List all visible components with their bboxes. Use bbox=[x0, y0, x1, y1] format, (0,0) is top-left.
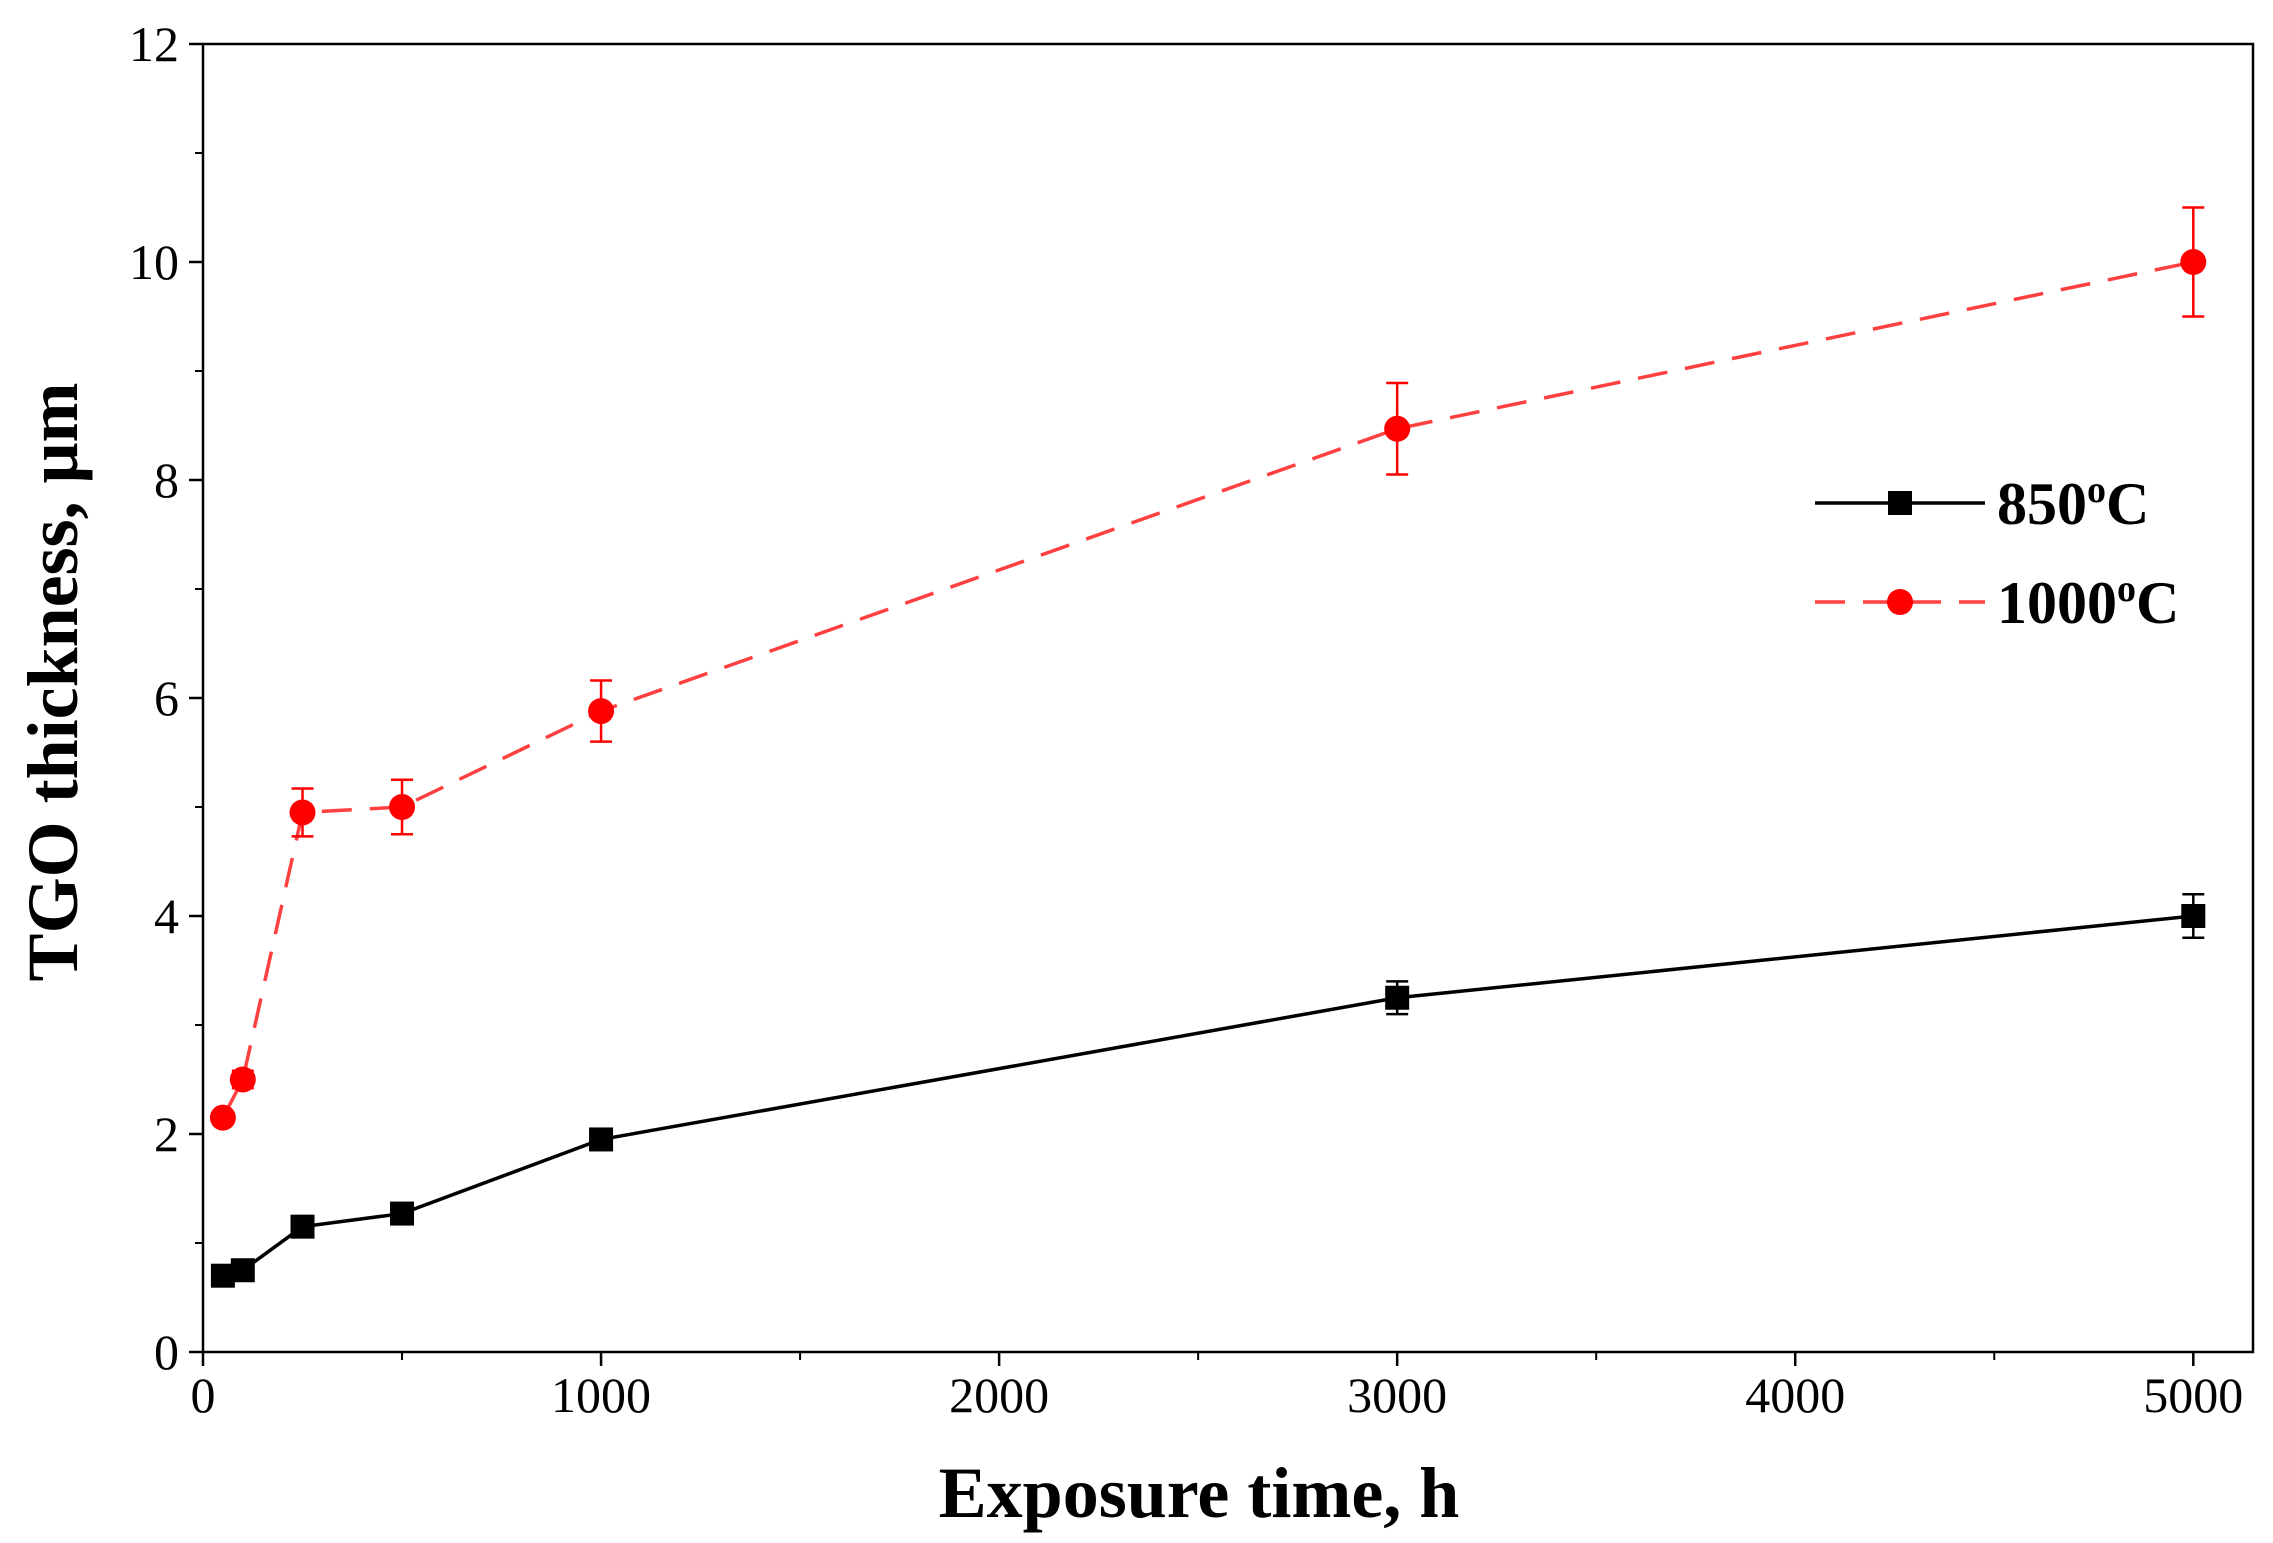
legend-marker bbox=[1887, 589, 1913, 615]
y-axis-title: TGO thickness, μm bbox=[13, 383, 93, 982]
data-point bbox=[2180, 249, 2207, 275]
y-tick-label: 6 bbox=[154, 670, 179, 726]
legend-label: 1000oC bbox=[1997, 568, 2179, 636]
series-1 bbox=[209, 206, 2207, 1131]
data-point bbox=[290, 1214, 315, 1239]
legend-item-1: 1000oC bbox=[1815, 568, 2179, 636]
x-tick-label: 3000 bbox=[1347, 1367, 1447, 1423]
data-point bbox=[1385, 985, 1410, 1010]
x-axis-title: Exposure time, h bbox=[939, 1453, 1460, 1533]
data-point bbox=[588, 698, 615, 725]
data-point bbox=[1384, 415, 1411, 442]
x-tick-label: 4000 bbox=[1745, 1367, 1845, 1423]
y-tick-label: 10 bbox=[129, 234, 179, 290]
data-point bbox=[209, 1104, 236, 1131]
legend-label: 850oC bbox=[1997, 469, 2149, 537]
x-tick-label: 2000 bbox=[949, 1367, 1049, 1423]
data-point bbox=[230, 1258, 255, 1283]
legend: 850oC 1000oC bbox=[1815, 469, 2179, 636]
data-point bbox=[2181, 904, 2206, 928]
x-tick-label: 1000 bbox=[551, 1367, 651, 1423]
data-point bbox=[229, 1066, 256, 1093]
series-line bbox=[222, 914, 2194, 1278]
series-0 bbox=[210, 892, 2206, 1288]
y-tick-label: 12 bbox=[129, 16, 179, 72]
legend-marker bbox=[1888, 491, 1912, 515]
series-line bbox=[221, 260, 2194, 1119]
x-tick-label: 5000 bbox=[2143, 1367, 2243, 1423]
axes: 0 1000 2000 3000 4000 5000 0 2 4 6 8 10 12 bbox=[129, 16, 2255, 1423]
data-point bbox=[289, 799, 316, 826]
y-tick-label: 2 bbox=[154, 1106, 179, 1162]
x-tick-label: 0 bbox=[191, 1367, 216, 1423]
plot-frame bbox=[201, 42, 2255, 1354]
y-tick-label: 8 bbox=[154, 452, 179, 508]
plot-area bbox=[209, 206, 2207, 1288]
legend-item-0: 850oC bbox=[1815, 469, 2149, 537]
data-point bbox=[389, 794, 416, 820]
data-point bbox=[390, 1201, 415, 1226]
data-point bbox=[589, 1127, 614, 1152]
y-tick-label: 0 bbox=[154, 1324, 179, 1380]
y-tick-label: 4 bbox=[154, 888, 179, 944]
